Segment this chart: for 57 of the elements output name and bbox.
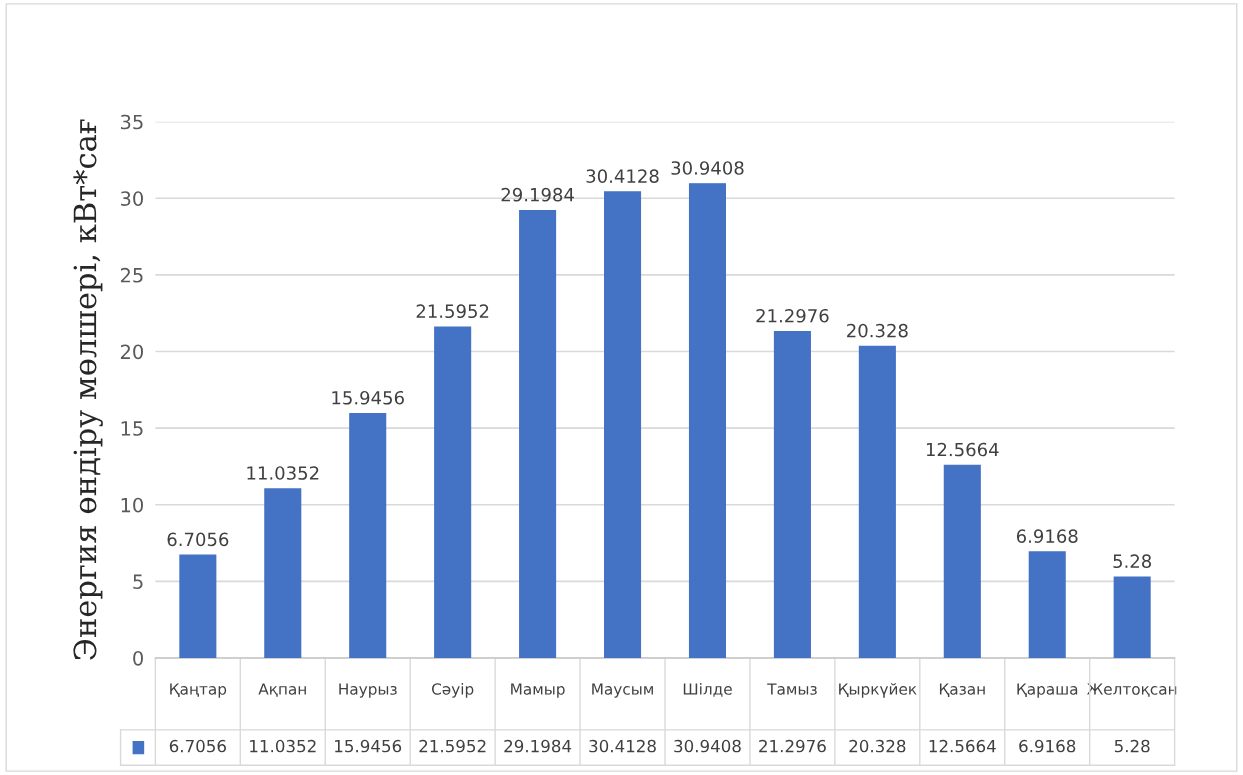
bar	[1113, 576, 1151, 658]
x-tick-label: Шілде	[683, 682, 732, 697]
y-tick-label: 35	[121, 114, 143, 130]
data-label: 12.5664	[926, 442, 999, 457]
x-tick-label: Қаңтар	[170, 683, 227, 698]
x-tick-label: Маусым	[592, 683, 653, 698]
text: 6.7056	[169, 739, 226, 753]
text: 30.9408	[674, 739, 741, 753]
text: 15.9456	[335, 739, 402, 753]
data-label: 6.7056	[167, 532, 229, 547]
x-tick-label: Мамыр	[511, 683, 565, 698]
x-tick-label: Қараша	[1017, 683, 1078, 698]
x-tick-label: Қыркүйек	[839, 683, 917, 698]
bar	[604, 191, 642, 658]
data-label: 21.5952	[416, 304, 489, 319]
bar	[349, 412, 387, 658]
bar	[264, 488, 302, 658]
data-label: 30.4128	[586, 169, 659, 183]
x-tick-label: Наурыз	[339, 683, 397, 698]
y-tick-label: 10	[121, 497, 143, 513]
bar	[688, 183, 727, 658]
bar	[519, 209, 557, 658]
text: 30.4128	[589, 739, 656, 753]
data-label: 15.9456	[332, 390, 404, 405]
text: 11.0352	[250, 739, 316, 753]
data-label: 29.1984	[501, 187, 574, 202]
bar	[434, 326, 472, 658]
y-tick-label: 0	[133, 650, 143, 666]
text: 5.28	[1114, 739, 1150, 753]
bar	[773, 330, 811, 658]
data-label: 6.9168	[1016, 529, 1078, 543]
text: 29.1984	[504, 739, 572, 753]
text: 12.5664	[929, 739, 996, 753]
y-tick-label: 25	[120, 267, 143, 283]
text: 6.9168	[1019, 739, 1076, 753]
bar	[179, 554, 217, 658]
x-tick-label: Тамыз	[767, 683, 817, 695]
data-label: 21.2976	[756, 308, 829, 323]
y-tick-label: 15	[121, 421, 143, 436]
x-tick-label: Сәуір	[431, 682, 474, 698]
bar	[1028, 551, 1066, 658]
text: 21.2976	[759, 739, 826, 753]
y-tick-label: 30	[121, 191, 143, 206]
bar	[943, 464, 981, 658]
data-label: 30.9408	[671, 161, 744, 175]
text: 21.5952	[419, 739, 486, 753]
text: 20.328	[849, 739, 906, 753]
y-axis-title: Энергия өндіру мөлшері, кВт*сағ	[73, 119, 103, 660]
data-label: 20.328	[847, 323, 908, 338]
x-tick-label: Қазан	[939, 683, 985, 697]
x-tick-label: Желтоқсан	[1087, 683, 1177, 697]
data-label: 5.28	[1113, 554, 1152, 569]
data-label: 11.0352	[247, 466, 319, 480]
bar	[858, 345, 896, 658]
y-tick-label: 5	[133, 574, 143, 590]
x-tick-label: Ақпан	[258, 683, 306, 697]
y-tick-label: 20	[120, 344, 143, 360]
